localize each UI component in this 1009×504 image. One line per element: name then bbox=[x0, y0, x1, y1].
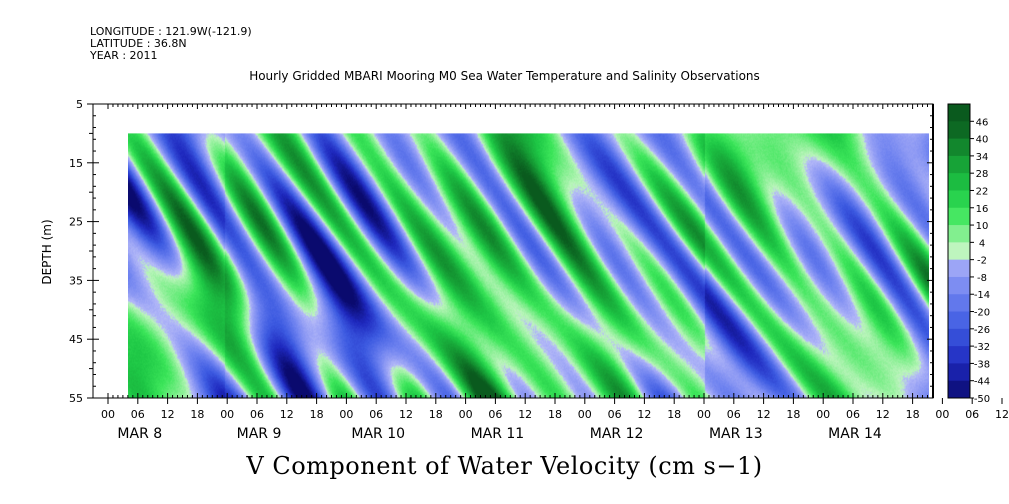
colorbar-label: 4 bbox=[979, 238, 985, 249]
colorbar-segment bbox=[948, 311, 970, 330]
x-hour-label: 00 bbox=[935, 408, 949, 421]
x-hour-label: 00 bbox=[578, 408, 592, 421]
colorbar-label: 10 bbox=[976, 221, 989, 232]
colorbar-segment bbox=[948, 207, 970, 226]
colorbar-segment bbox=[948, 104, 970, 122]
longitude-label: LONGITUDE : 121.9W(-121.9) bbox=[90, 25, 252, 38]
colorbar-label: -44 bbox=[974, 377, 990, 388]
x-hour-label: 18 bbox=[190, 408, 204, 421]
x-hour-label: 00 bbox=[101, 408, 115, 421]
colorbar-label: 22 bbox=[976, 186, 989, 197]
x-hour-label: 06 bbox=[727, 408, 741, 421]
colorbar-label: -32 bbox=[974, 342, 990, 353]
y-axis-label: DEPTH (m) bbox=[40, 219, 54, 284]
heatmap-raster bbox=[128, 133, 929, 399]
x-hour-label: 18 bbox=[667, 408, 681, 421]
colorbar-label: 40 bbox=[976, 135, 989, 146]
chart-title: Hourly Gridded MBARI Mooring M0 Sea Wate… bbox=[249, 69, 760, 83]
colorbar-label: -38 bbox=[974, 359, 990, 370]
x-hour-label: 12 bbox=[995, 408, 1009, 421]
colorbar-segment bbox=[948, 242, 970, 261]
x-hour-label: 06 bbox=[131, 408, 145, 421]
x-hour-label: 12 bbox=[518, 408, 532, 421]
x-day-label: MAR 14 bbox=[828, 426, 882, 442]
y-tick-label: 45 bbox=[69, 333, 83, 346]
colorbar-segment bbox=[948, 328, 970, 347]
x-day-label: MAR 12 bbox=[590, 426, 644, 442]
colorbar-label: 46 bbox=[976, 117, 989, 128]
x-hour-label: 18 bbox=[906, 408, 920, 421]
colorbar-segment bbox=[948, 346, 970, 364]
x-hour-label: 00 bbox=[220, 408, 234, 421]
y-tick-label: 5 bbox=[76, 98, 83, 111]
y-tick-label: 55 bbox=[69, 392, 83, 405]
colorbar-frame bbox=[947, 103, 971, 399]
colorbar-label: -2 bbox=[977, 256, 987, 267]
x-hour-label: 06 bbox=[846, 408, 860, 421]
x-hour-label: 00 bbox=[697, 408, 711, 421]
x-hour-label: 12 bbox=[161, 408, 175, 421]
x-hour-label: 00 bbox=[459, 408, 473, 421]
colorbar-label: 16 bbox=[976, 204, 989, 215]
x-hour-label: 12 bbox=[876, 408, 890, 421]
colorbar-segment bbox=[948, 138, 970, 157]
variable-label: V Component of Water Velocity (cm s−1) bbox=[246, 452, 763, 480]
colorbar-segment bbox=[948, 294, 970, 313]
year-label: YEAR : 2011 bbox=[90, 49, 158, 62]
x-hour-label: 18 bbox=[548, 408, 562, 421]
colorbar-segment bbox=[948, 155, 970, 174]
colorbar-segment bbox=[948, 190, 970, 209]
colorbar-label: 34 bbox=[976, 152, 989, 163]
colorbar-label: -14 bbox=[974, 290, 990, 301]
x-hour-label: 00 bbox=[816, 408, 830, 421]
x-day-label: MAR 10 bbox=[351, 426, 405, 442]
x-day-label: MAR 13 bbox=[709, 426, 763, 442]
colorbar-segment bbox=[948, 259, 970, 278]
colorbar-segment bbox=[948, 173, 970, 191]
x-hour-label: 12 bbox=[757, 408, 771, 421]
colorbar-segment bbox=[948, 363, 970, 382]
x-hour-label: 18 bbox=[429, 408, 443, 421]
colorbar-segment bbox=[948, 225, 970, 243]
x-hour-label: 00 bbox=[339, 408, 353, 421]
x-hour-label: 06 bbox=[488, 408, 502, 421]
x-hour-label: 06 bbox=[250, 408, 264, 421]
x-hour-label: 06 bbox=[608, 408, 622, 421]
x-hour-label: 12 bbox=[399, 408, 413, 421]
y-tick-label: 35 bbox=[69, 274, 83, 287]
colorbar-segment bbox=[948, 121, 970, 140]
x-hour-label: 12 bbox=[280, 408, 294, 421]
latitude-label: LATITUDE : 36.8N bbox=[90, 37, 187, 50]
colorbar-label: 28 bbox=[976, 169, 989, 180]
colorbar-label: -50 bbox=[974, 394, 990, 405]
x-hour-label: 18 bbox=[310, 408, 324, 421]
x-hour-label: 06 bbox=[965, 408, 979, 421]
x-day-label: MAR 8 bbox=[117, 426, 162, 442]
colorbar-label: -20 bbox=[974, 308, 990, 319]
x-hour-label: 18 bbox=[786, 408, 800, 421]
x-hour-label: 06 bbox=[369, 408, 383, 421]
colorbar-segment bbox=[948, 380, 970, 399]
x-hour-label: 12 bbox=[637, 408, 651, 421]
y-tick-label: 15 bbox=[69, 157, 83, 170]
y-tick-label: 25 bbox=[69, 216, 83, 229]
colorbar-label: -8 bbox=[977, 273, 987, 284]
colorbar-segment bbox=[948, 276, 970, 295]
x-day-label: MAR 9 bbox=[237, 426, 282, 442]
x-day-label: MAR 11 bbox=[471, 426, 525, 442]
colorbar-label: -26 bbox=[974, 325, 990, 336]
